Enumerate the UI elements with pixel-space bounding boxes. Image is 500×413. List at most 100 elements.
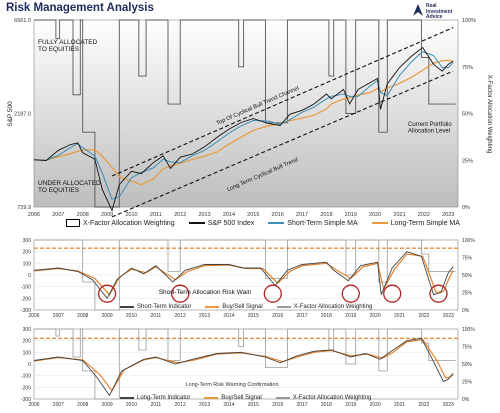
x-tick-label: 2018 xyxy=(320,212,332,218)
main-legend: X-Factor Allocation Weighting S&P 500 In… xyxy=(66,219,460,227)
x-tick-label: 2007 xyxy=(53,402,64,408)
x-tick-label: 2014 xyxy=(223,212,235,218)
x-tick-label: 2017 xyxy=(296,402,307,408)
logo-line-2: Investment xyxy=(426,8,453,15)
legend-item-allocation: X-Factor Allocation Weighting xyxy=(275,395,371,401)
legend-swatch-signal xyxy=(204,397,219,399)
x-tick-label: 2006 xyxy=(28,313,39,319)
legend-label: Buy/Sell Signal xyxy=(222,304,263,310)
y-tick-label: 200 xyxy=(23,250,32,256)
y2-axis: 100% 75% 50% 25% 0% xyxy=(462,18,476,211)
x-tick-label: 2021 xyxy=(394,313,405,319)
short-term-series xyxy=(33,239,456,311)
main-chart: 2006 2007 2008 2009 2010 2011 2012 2013 2014 2015… xyxy=(7,18,492,218)
x-tick-label: 2011 xyxy=(150,313,161,319)
legend-item-signal: Buy/Sell Signal xyxy=(204,395,262,401)
y2-tick-label: 0% xyxy=(462,308,470,314)
y2-tick-label: 0% xyxy=(462,397,470,403)
legend-label: Short-Term Indicator xyxy=(137,304,192,310)
y2-axis: 100% 75% 50% 25% 0% xyxy=(462,327,475,403)
x-tick-label: 2019 xyxy=(345,212,357,218)
x-tick-label: 2014 xyxy=(223,402,234,408)
y-tick-label: 2187.0 xyxy=(14,112,31,118)
x-tick-label: 2022 xyxy=(418,212,430,218)
x-tick-label: 2015 xyxy=(247,212,259,218)
legend-swatch-sp500 xyxy=(188,222,205,224)
page-title: Risk Management Analysis xyxy=(6,2,154,14)
risk-circle-marker xyxy=(383,284,402,303)
x-tick-label: 2007 xyxy=(52,212,64,218)
y-tick-label: -300 xyxy=(21,308,31,314)
y2-axis-label: X-Factor Allocation Weighting xyxy=(486,75,492,154)
legend-item-long-ma: Long-Term Simple MA xyxy=(371,219,460,227)
x-tick-label: 2012 xyxy=(174,212,186,218)
x-tick-label: 2007 xyxy=(53,313,64,319)
x-tick-label: 2019 xyxy=(345,313,356,319)
y2-axis: 100% 75% 50% 25% 0% xyxy=(462,238,475,314)
risk-circle-marker xyxy=(429,284,448,303)
x-tick-label: 2023 xyxy=(442,212,454,218)
x-tick-label: 2013 xyxy=(199,313,210,319)
under-allocated-label: UNDER ALLOCATED TO EQUITIES xyxy=(38,180,101,194)
y2-tick-label: 100% xyxy=(462,327,475,333)
y2-tick-label: 50% xyxy=(462,362,473,368)
x-tick-label: 2010 xyxy=(126,402,137,408)
trend-channel xyxy=(111,27,454,218)
y-tick-label: 729.9 xyxy=(17,205,31,211)
long-term-legend: Long-Term Indicator Buy/Sell Signal X-Fa… xyxy=(120,395,371,401)
legend-item-sp500: S&P 500 Index xyxy=(188,220,254,227)
x-tick-label: 2016 xyxy=(272,212,284,218)
x-tick-label: 2012 xyxy=(175,402,186,408)
logo-line-3: Advice xyxy=(426,14,443,20)
x-tick-label: 2008 xyxy=(77,212,89,218)
x-tick-label: 2016 xyxy=(272,402,283,408)
y-tick-label: 100 xyxy=(23,350,32,356)
y2-tick-label: 25% xyxy=(462,158,473,164)
x-tick-label: 2019 xyxy=(345,402,356,408)
risk-circle-marker xyxy=(171,284,190,303)
legend-swatch-signal xyxy=(205,306,220,308)
legend-swatch-indicator xyxy=(120,397,134,399)
y-tick-label: 6561.0 xyxy=(14,18,31,24)
y-axis-label: S&P 500 xyxy=(7,101,14,127)
x-tick-label: 2021 xyxy=(394,402,405,408)
long-term-series xyxy=(33,328,456,400)
x-tick-label: 2015 xyxy=(248,402,259,408)
y-tick-label: 200 xyxy=(23,339,32,345)
long-ma-line xyxy=(33,59,454,186)
y-tick-label: 100 xyxy=(23,261,32,267)
x-tick-label: 2009 xyxy=(102,313,113,319)
x-tick-label: 2013 xyxy=(198,212,210,218)
y2-tick-label: 75% xyxy=(462,65,473,71)
x-tick-label: 2020 xyxy=(370,402,381,408)
y-tick-label: 0 xyxy=(28,362,31,368)
y2-tick-label: 100% xyxy=(462,18,476,24)
legend-item-allocation: X-Factor Allocation Weighting xyxy=(66,219,175,227)
legend-swatch-allocation xyxy=(275,397,290,399)
x-tick-label: 2018 xyxy=(321,313,332,319)
indicator-line xyxy=(33,337,454,397)
y-tick-label: 300 xyxy=(23,238,32,244)
x-tick-label: 2013 xyxy=(199,402,210,408)
x-tick-label: 2022 xyxy=(418,402,429,408)
risk-circle-marker xyxy=(97,284,117,303)
y-tick-label: -100 xyxy=(21,285,31,291)
x-tick-label: 2023 xyxy=(443,402,454,408)
x-tick-label: 2022 xyxy=(418,313,429,319)
legend-item-allocation: X-Factor Allocation Weighting xyxy=(276,304,372,310)
x-tick-label: 2014 xyxy=(223,313,234,319)
legend-label: Buy/Sell Signal xyxy=(221,395,262,401)
legend-swatch-allocation xyxy=(276,306,291,308)
y-axis: 300 200 100 0 -100 -200 -300 xyxy=(21,327,31,403)
legend-swatch-indicator xyxy=(120,306,134,308)
x-tick-label: 2020 xyxy=(370,313,381,319)
y-axis: 300 200 100 0 -100 -200 -300 xyxy=(21,238,31,314)
legend-item-short-ma: Short-Term Simple MA xyxy=(268,220,358,227)
short-term-chart: 2006 2007 2008 2009 2010 2011 2012 2013 2014 2015… xyxy=(21,238,475,319)
y-tick-label: 0 xyxy=(28,273,31,279)
x-tick-label: 2020 xyxy=(369,212,381,218)
y2-tick-label: 75% xyxy=(462,345,473,351)
y2-tick-label: 0% xyxy=(462,205,470,211)
panel-caption: Long-Term Risk Warning Confirmation xyxy=(185,382,278,388)
legend-label: Long-Term Simple MA xyxy=(390,219,460,227)
